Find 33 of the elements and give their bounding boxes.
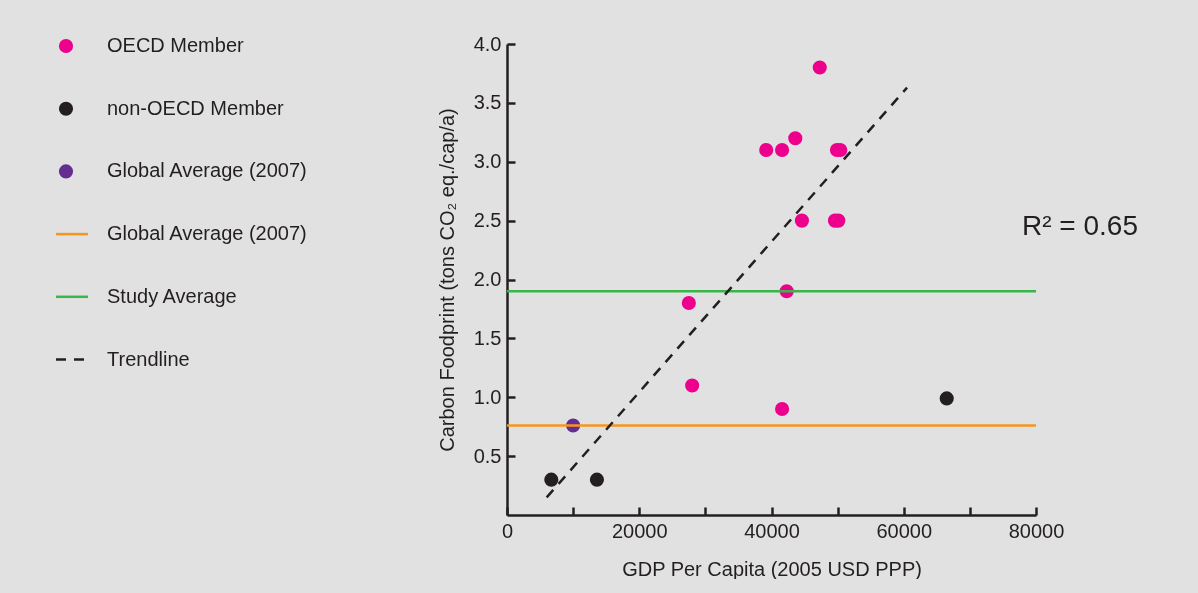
point: [775, 401, 790, 417]
y-tick-label: 2.5: [473, 209, 502, 232]
x-tick-label: 0: [501, 519, 514, 542]
legend-label: Study Average: [107, 284, 237, 307]
legend-label: Global Average (2007): [107, 159, 307, 182]
y-tick-label: 0.5: [473, 444, 502, 467]
point: [788, 131, 803, 146]
point: [589, 472, 604, 487]
point: [939, 391, 954, 406]
legend-label: Global Average (2007): [107, 222, 307, 245]
legend-label: non-OECD Member: [107, 96, 285, 119]
point: [544, 472, 559, 487]
x-tick-label: 40000: [744, 519, 800, 542]
annotation: R² = 0.65: [1022, 210, 1138, 241]
point: [812, 60, 827, 75]
x-tick-label: 80000: [1008, 519, 1065, 542]
y-tick-label: 3.5: [473, 91, 502, 114]
point: [681, 295, 696, 311]
y-axis-title: Carbon Foodprint (tons CO₂ eq./cap/a): [435, 108, 458, 452]
y-tick-label: 1.5: [473, 326, 502, 349]
point: [794, 213, 809, 228]
legend-label: Trendline: [107, 347, 190, 370]
y-tick-label: 2.0: [473, 268, 502, 290]
y-tick-label: 4.0: [473, 32, 502, 55]
x-tick-label: 60000: [876, 519, 933, 542]
x-axis-title: GDP Per Capita (2005 USD PPP): [622, 557, 922, 580]
point: [759, 142, 774, 158]
point: [775, 142, 790, 158]
y-tick-label: 1.0: [473, 385, 502, 408]
legend-label: OECD Member: [107, 34, 245, 56]
point: [685, 378, 700, 393]
x-tick-label: 20000: [611, 519, 668, 542]
y-tick-label: 3.0: [473, 150, 502, 173]
